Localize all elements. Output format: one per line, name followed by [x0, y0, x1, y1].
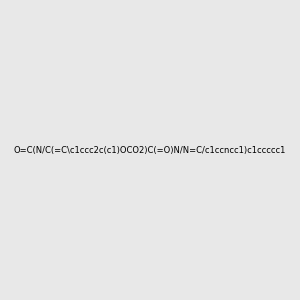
Text: O=C(N/C(=C\c1ccc2c(c1)OCO2)C(=O)N/N=C/c1ccncc1)c1ccccc1: O=C(N/C(=C\c1ccc2c(c1)OCO2)C(=O)N/N=C/c1… [14, 146, 286, 154]
